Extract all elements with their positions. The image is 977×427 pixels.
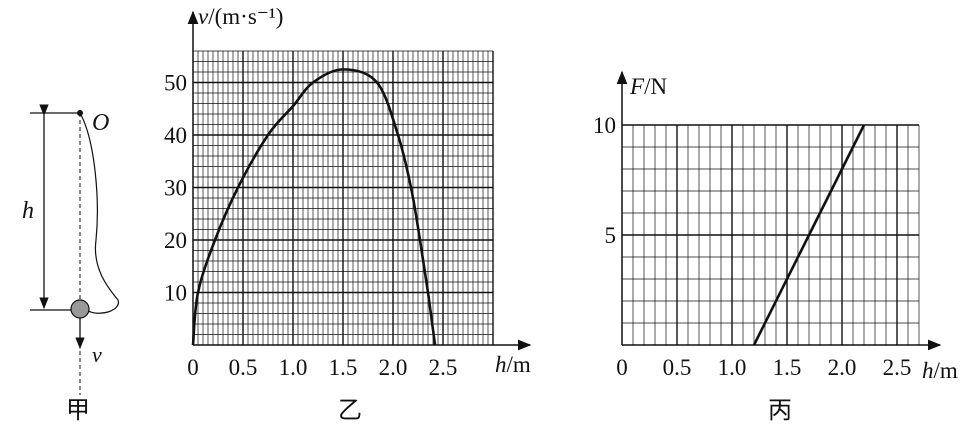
y-tick-label: 10 <box>593 113 616 138</box>
caption-a: 甲 <box>66 398 90 424</box>
x-tick-label: 1.0 <box>718 355 747 380</box>
x-axis-unit: /m <box>507 352 531 377</box>
data-series-line <box>191 68 437 346</box>
y-axis-unit: /(m·s⁻¹) <box>208 4 283 29</box>
x-tick-label: 0.5 <box>663 355 692 380</box>
ball <box>70 299 90 319</box>
point-o-label: O <box>92 110 109 136</box>
x-axis-variable: h <box>495 352 507 377</box>
chart-caption: 乙 <box>338 398 362 424</box>
x-tick-label: 2.0 <box>379 355 408 380</box>
data-series-line <box>752 124 866 346</box>
y-tick-label: 10 <box>164 281 187 306</box>
y-axis-variable: v <box>198 4 209 29</box>
x-axis-unit: /m <box>934 358 958 383</box>
chart-caption: 丙 <box>768 398 792 424</box>
y-axis-unit: /N <box>644 74 667 99</box>
x-axis-variable: h <box>922 358 934 383</box>
x-tick-label: 2.5 <box>883 355 912 380</box>
x-tick-label: 0 <box>616 355 628 380</box>
x-axis-label: h/m <box>495 352 531 377</box>
velocity-height-chart: 0 0.5 1.0 1.5 2.0 2.5 10 20 30 40 50 v/(m·s⁻¹) h/m 乙 <box>164 4 532 424</box>
force-height-chart: 0 0.5 1.0 1.5 2.0 2.5 5 10 F/N h/m 丙 <box>593 70 958 424</box>
velocity-label: v <box>92 342 102 367</box>
y-axis-label: F/N <box>629 74 667 99</box>
x-axis-label: h/m <box>922 358 958 383</box>
anchor-point <box>77 110 83 116</box>
y-tick-label: 5 <box>605 223 617 248</box>
y-axis-label: v/(m·s⁻¹) <box>198 4 283 29</box>
x-tick-label: 0.5 <box>229 355 258 380</box>
y-tick-label: 50 <box>164 71 187 96</box>
x-tick-label: 2.0 <box>828 355 857 380</box>
y-tick-label: 20 <box>164 228 187 253</box>
x-tick-label: 2.5 <box>429 355 458 380</box>
x-tick-label: 0 <box>187 355 199 380</box>
y-tick-label: 40 <box>164 123 187 148</box>
x-tick-label: 1.5 <box>773 355 802 380</box>
y-axis-variable: F <box>629 74 645 99</box>
pendulum-diagram: O h v 甲 <box>22 104 119 424</box>
x-tick-label: 1.5 <box>329 355 358 380</box>
x-tick-label: 1.0 <box>279 355 308 380</box>
y-tick-label: 30 <box>164 176 187 201</box>
height-label: h <box>22 198 34 224</box>
rope <box>79 112 119 314</box>
